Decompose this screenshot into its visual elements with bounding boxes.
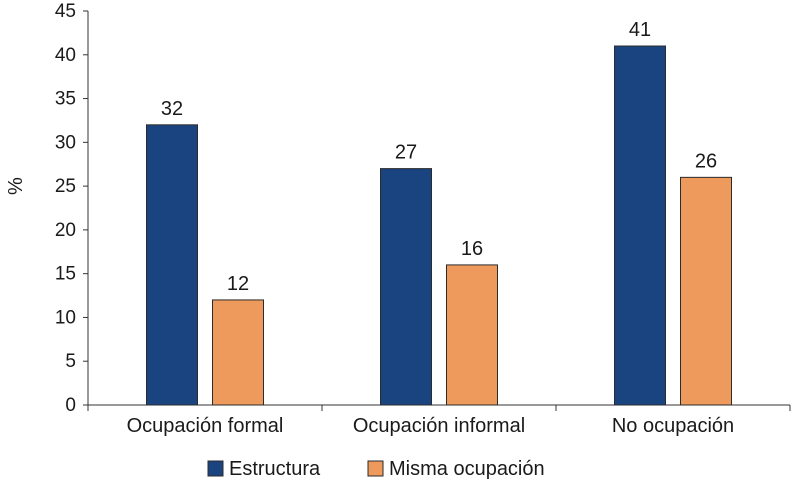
legend-swatch [207, 460, 224, 477]
legend: Estructura Misma ocupación [207, 458, 545, 480]
y-tick-label: 15 [55, 264, 76, 285]
y-tick-label: 40 [55, 45, 76, 66]
labels-layer: 32 12 Ocupación formal 27 16 Ocupación inform… [127, 19, 735, 437]
y-tick-label: 10 [55, 307, 76, 328]
x-category-label: Ocupación formal [127, 415, 284, 437]
bar-estructura [146, 124, 198, 406]
bar-estructura [380, 168, 432, 406]
y-tick-label: 20 [55, 220, 76, 241]
x-category-label: Ocupación informal [353, 415, 525, 437]
y-tick-label: 25 [55, 176, 76, 197]
y-tick-label: 30 [55, 132, 76, 153]
data-label: 32 [161, 98, 183, 120]
y-axis-label: % [5, 177, 27, 195]
y-tick-label: 0 [65, 395, 76, 416]
y-tick-label: 5 [65, 351, 76, 372]
legend-swatch [367, 460, 384, 477]
axes-layer: 0 5 10 15 20 25 30 35 40 45% [5, 1, 791, 416]
x-category-label: No ocupación [612, 415, 734, 437]
bar-misma-ocupacion [212, 299, 264, 406]
bar-estructura [614, 45, 666, 406]
y-tick-label: 45 [55, 1, 76, 22]
y-tick-label: 35 [55, 89, 76, 110]
data-label: 16 [461, 238, 483, 260]
data-label: 26 [695, 150, 717, 172]
data-label: 41 [629, 19, 651, 41]
bar-misma-ocupacion [446, 264, 498, 406]
data-label: 27 [395, 142, 417, 164]
bars-layer [146, 45, 732, 406]
bar-misma-ocupacion [680, 176, 732, 406]
legend-label: Misma ocupación [389, 458, 545, 480]
legend-label: Estructura [229, 458, 321, 480]
data-label: 12 [227, 273, 249, 295]
